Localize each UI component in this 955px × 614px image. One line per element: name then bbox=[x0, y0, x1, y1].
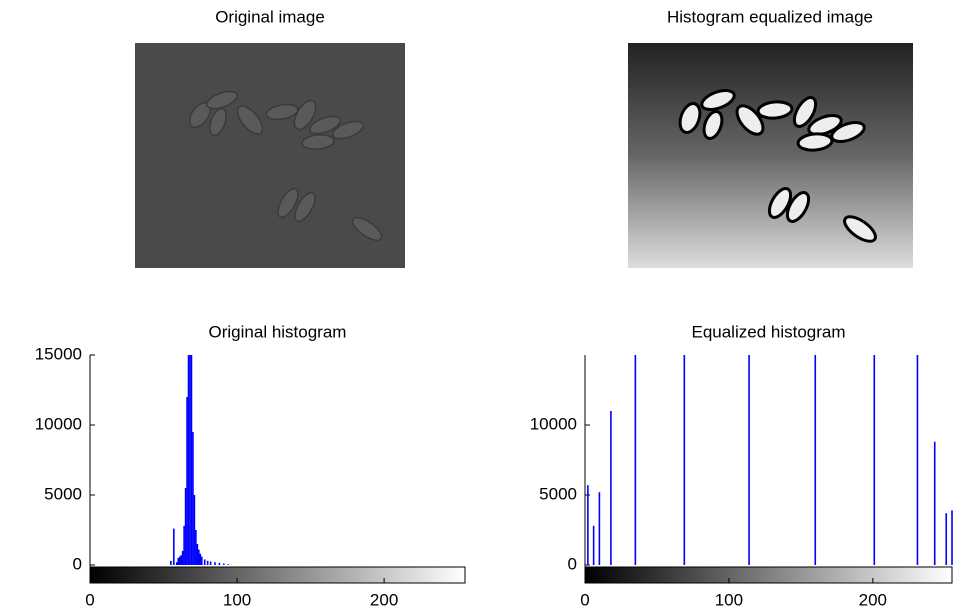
chart-title: Original histogram bbox=[209, 322, 347, 341]
y-tick-label: 10000 bbox=[35, 414, 82, 433]
x-tick-label: 0 bbox=[85, 590, 94, 609]
colorbar bbox=[89, 566, 466, 584]
x-tick-label: 0 bbox=[580, 590, 589, 609]
y-tick-label: 5000 bbox=[539, 484, 577, 503]
x-tick-label: 100 bbox=[223, 590, 251, 609]
original-image bbox=[135, 43, 405, 268]
colorbar bbox=[584, 566, 953, 584]
y-tick-label: 0 bbox=[73, 554, 82, 573]
x-tick-label: 200 bbox=[370, 590, 398, 609]
chart-title: Equalized histogram bbox=[691, 322, 845, 341]
equalized-image bbox=[628, 43, 913, 268]
image-title: Original image bbox=[215, 7, 325, 26]
y-tick-label: 15000 bbox=[35, 344, 82, 363]
x-tick-label: 200 bbox=[859, 590, 887, 609]
y-tick-label: 0 bbox=[568, 554, 577, 573]
y-tick-label: 5000 bbox=[44, 484, 82, 503]
image-title: Histogram equalized image bbox=[667, 7, 873, 26]
y-tick-label: 10000 bbox=[530, 414, 577, 433]
x-tick-label: 100 bbox=[715, 590, 743, 609]
